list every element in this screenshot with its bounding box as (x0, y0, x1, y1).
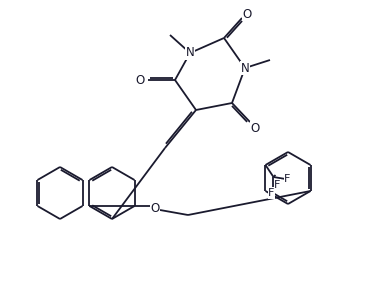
Text: F: F (284, 174, 291, 184)
Text: F: F (274, 180, 281, 190)
Text: N: N (185, 46, 194, 60)
Text: N: N (241, 62, 249, 75)
Text: O: O (136, 73, 145, 86)
Text: O: O (242, 7, 252, 20)
Text: O: O (151, 202, 160, 215)
Text: O: O (250, 122, 260, 134)
Text: F: F (268, 188, 275, 198)
